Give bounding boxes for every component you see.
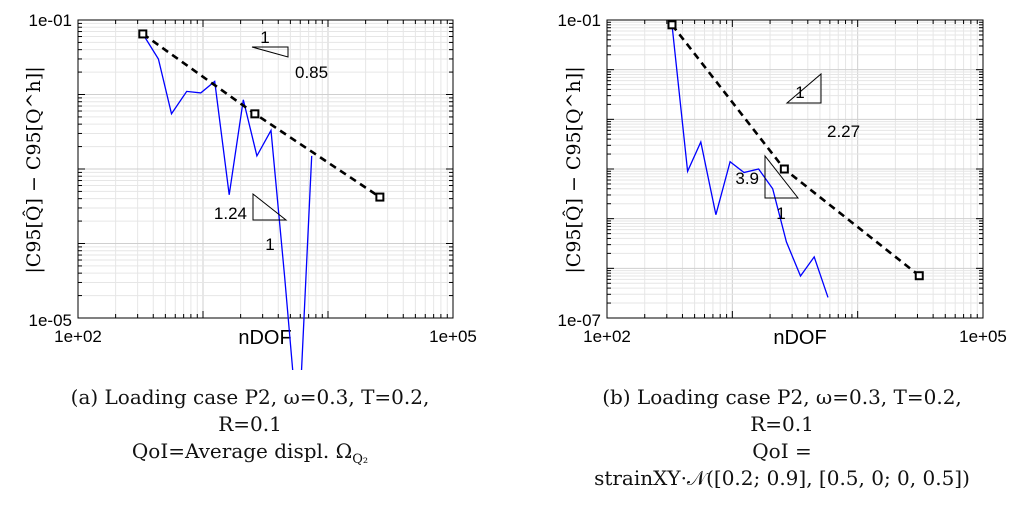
caption-b-line1: (b) Loading case P2, ω=0.3, T=0.2,	[602, 385, 962, 409]
chart-b-series-1-marker	[667, 20, 677, 30]
chart-b-series-0-line	[671, 24, 829, 298]
chart-a-ylabel: |C95[Q̂] − C95[Q^h]|	[23, 66, 45, 273]
chart-b-slope-triangle-lower	[764, 154, 800, 199]
chart-b-xtick-left: 1e+02	[583, 327, 631, 346]
chart-b-xlabel: nDOF	[773, 327, 826, 349]
chart-a-xlabel: nDOF	[238, 327, 291, 349]
chart-a-xtick-right: 1e+05	[429, 327, 477, 346]
caption-b-line3: QoI =	[752, 439, 812, 463]
chart-a-series-1-marker	[250, 109, 260, 119]
chart-a-series	[138, 29, 385, 370]
chart-b-svg: 1e-01 1e-07 1e+02 1e+05 nDOF |C95[Q̂] − …	[558, 11, 1007, 349]
caption-a-line1: (a) Loading case P2, ω=0.3, T=0.2,	[70, 385, 430, 409]
caption-a-line3: QoI=Average displ. Ω	[131, 439, 353, 463]
chart-a-grid	[78, 20, 453, 318]
chart-a-slope-upper-side: 0.85	[295, 63, 328, 82]
chart-b-series-1-marker	[779, 164, 789, 174]
chart-b-slope-lower-side: 3.9	[735, 169, 759, 188]
caption-b: (b) Loading case P2, ω=0.3, T=0.2, R=0.1…	[582, 384, 982, 492]
chart-a-series-0-line	[142, 33, 313, 370]
chart-a-svg: 1e-01 1e-05 1e+02 1e+05 nDOF |C95[Q̂] − …	[23, 11, 477, 370]
caption-b-line2: R=0.1	[750, 412, 814, 436]
caption-a-line3-sub: Q₂	[352, 452, 369, 467]
chart-a-ticks	[78, 20, 453, 318]
chart-a-ytick-top: 1e-01	[29, 11, 72, 30]
caption-b-line4: strainXY·𝒩([0.2; 0.9], [0.5, 0; 0, 0.5])	[594, 466, 970, 490]
chart-b-series-1-marker	[914, 271, 924, 281]
chart-b: 1e-01 1e-07 1e+02 1e+05 nDOF |C95[Q̂] − …	[540, 0, 1028, 370]
chart-a-slope-upper-top: 1	[260, 28, 269, 47]
chart-b-slope-upper-top: 1	[795, 83, 804, 102]
chart-a-series-1-marker	[138, 29, 148, 39]
chart-b-series	[667, 20, 924, 298]
chart-b-grid	[607, 20, 983, 318]
chart-b-ylabel: |C95[Q̂] − C95[Q^h]|	[563, 66, 585, 273]
chart-b-ytick-bottom: 1e-07	[558, 311, 601, 330]
caption-a: (a) Loading case P2, ω=0.3, T=0.2, R=0.1…	[50, 384, 450, 473]
chart-b-xtick-right: 1e+05	[959, 327, 1007, 346]
chart-b-slope-triangle-upper	[785, 72, 822, 104]
caption-a-line3-wrap: QoI=Average displ. ΩQ₂	[50, 438, 450, 473]
chart-a-ytick-bottom: 1e-05	[29, 311, 72, 330]
chart-a-slope-lower-bottom: 1	[265, 235, 274, 254]
chart-a: 1e-01 1e-05 1e+02 1e+05 nDOF |C95[Q̂] − …	[0, 0, 500, 370]
chart-b-ytick-top: 1e-01	[558, 11, 601, 30]
chart-b-slope-upper-side: 2.27	[827, 122, 860, 141]
chart-b-slope-lower-bottom: 1	[776, 204, 785, 223]
chart-a-slope-lower-side: 1.24	[214, 204, 247, 223]
chart-b-ticks	[607, 20, 983, 318]
chart-a-series-1-marker	[375, 192, 385, 202]
chart-a-slope-triangle-lower	[252, 192, 288, 221]
chart-a-xtick-left: 1e+02	[54, 327, 102, 346]
chart-a-slope-triangle-upper	[251, 46, 289, 58]
caption-a-line2: R=0.1	[218, 412, 282, 436]
